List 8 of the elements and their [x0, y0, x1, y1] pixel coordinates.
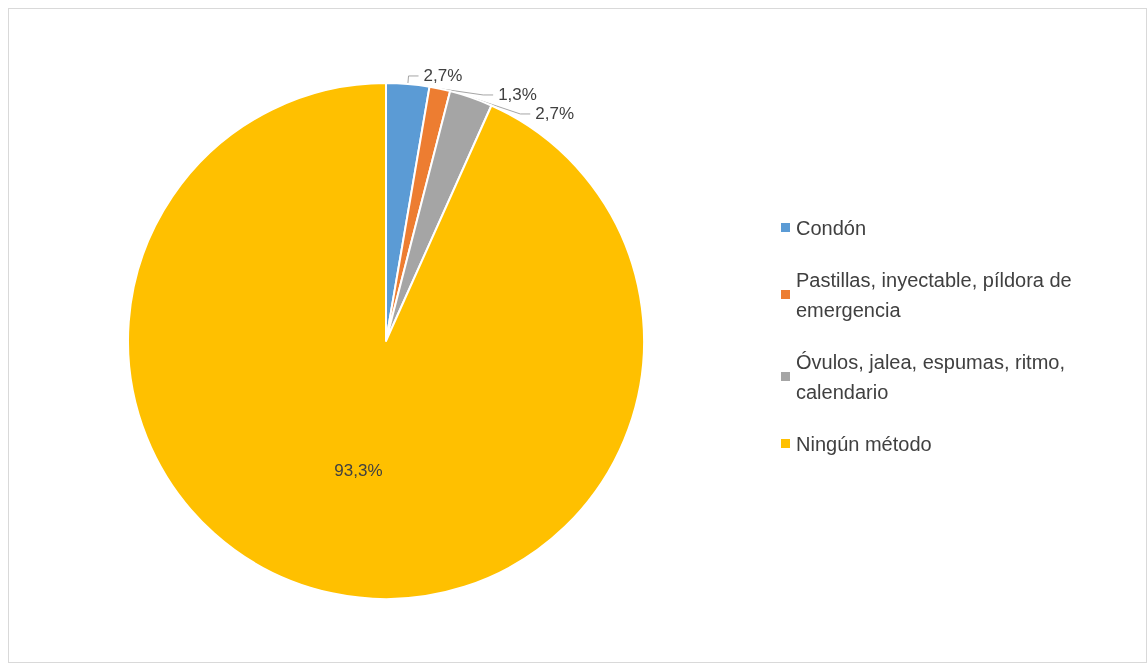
data-label: 93,3% — [334, 460, 383, 480]
data-label: 1,3% — [498, 85, 537, 105]
legend-label: Óvulos, jalea, espumas, ritmo, calendario — [796, 350, 1071, 403]
data-label: 2,7% — [423, 66, 463, 86]
legend-label: Ningún método — [796, 432, 932, 455]
legend-label: Condón — [796, 216, 867, 239]
data-label: 2,7% — [535, 104, 574, 124]
legend-label: Pastillas, inyectable, píldora de emergencia — [796, 268, 1078, 321]
